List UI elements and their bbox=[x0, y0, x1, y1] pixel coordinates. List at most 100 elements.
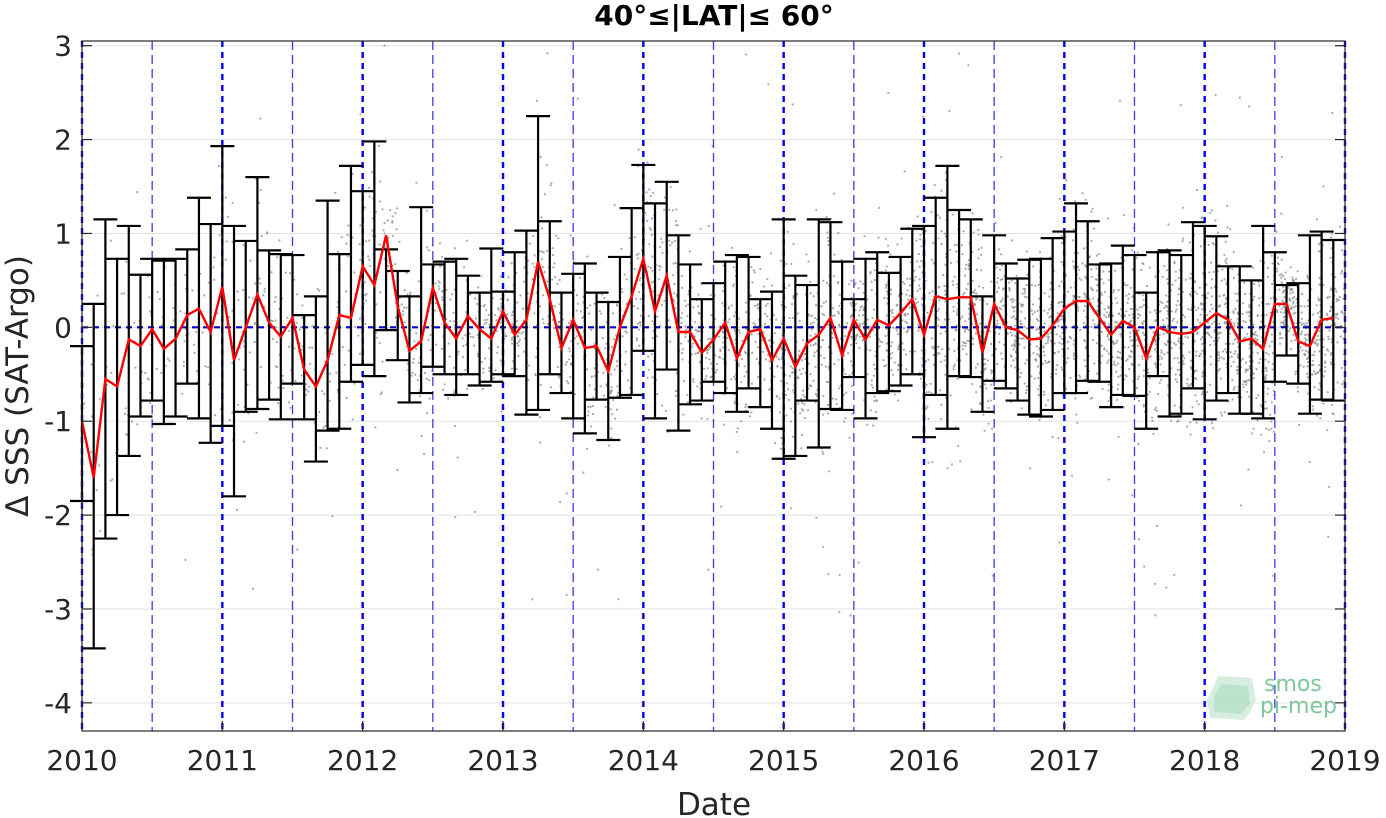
scatter-point bbox=[745, 311, 748, 314]
scatter-point bbox=[1145, 285, 1149, 288]
scatter-point bbox=[99, 529, 102, 532]
scatter-point bbox=[637, 148, 640, 151]
scatter-point bbox=[1221, 350, 1225, 353]
scatter-point bbox=[149, 401, 152, 405]
scatter-point bbox=[1318, 250, 1321, 253]
scatter-point bbox=[331, 515, 334, 518]
scatter-point bbox=[1166, 282, 1169, 285]
scatter-point bbox=[1000, 156, 1003, 159]
scatter-point bbox=[144, 371, 147, 375]
scatter-point bbox=[786, 230, 789, 233]
scatter-point bbox=[661, 241, 664, 244]
scatter-point bbox=[996, 290, 999, 293]
scatter-point bbox=[527, 292, 530, 295]
scatter-point bbox=[721, 290, 725, 293]
scatter-point bbox=[812, 295, 815, 298]
scatter-point bbox=[1337, 317, 1340, 320]
scatter-point bbox=[646, 376, 649, 379]
scatter-point bbox=[971, 250, 974, 253]
scatter-point bbox=[551, 247, 554, 250]
scatter-point bbox=[887, 244, 890, 247]
scatter-point bbox=[1246, 368, 1250, 371]
scatter-point bbox=[184, 273, 187, 276]
scatter-point bbox=[780, 356, 783, 359]
scatter-point bbox=[956, 377, 959, 380]
scatter-point bbox=[1217, 270, 1220, 273]
scatter-point bbox=[671, 241, 674, 244]
scatter-point bbox=[656, 315, 659, 318]
scatter-point bbox=[1330, 361, 1333, 364]
scatter-point bbox=[238, 358, 241, 361]
scatter-point bbox=[750, 382, 754, 385]
scatter-point bbox=[819, 354, 822, 357]
scatter-point bbox=[940, 403, 943, 406]
scatter-point bbox=[1135, 256, 1138, 259]
scatter-point bbox=[913, 269, 916, 272]
scatter-point bbox=[1176, 299, 1179, 303]
scatter-point bbox=[379, 392, 382, 396]
scatter-point bbox=[826, 236, 830, 239]
scatter-point bbox=[1131, 339, 1134, 342]
scatter-point bbox=[1000, 264, 1004, 267]
scatter-point bbox=[242, 340, 245, 343]
scatter-point bbox=[300, 348, 304, 351]
scatter-point bbox=[780, 366, 783, 369]
scatter-point bbox=[1043, 393, 1046, 396]
scatter-point bbox=[1200, 308, 1204, 311]
scatter-point bbox=[443, 383, 446, 386]
scatter-point bbox=[1011, 297, 1014, 300]
scatter-point bbox=[449, 319, 452, 323]
scatter-point bbox=[400, 303, 403, 306]
scatter-point bbox=[1014, 281, 1017, 285]
scatter-point bbox=[745, 370, 748, 374]
scatter-point bbox=[1015, 274, 1018, 277]
scatter-point bbox=[1233, 338, 1236, 341]
scatter-point bbox=[964, 320, 967, 323]
scatter-point bbox=[98, 397, 102, 400]
scatter-point bbox=[1070, 474, 1073, 477]
scatter-point bbox=[931, 461, 934, 464]
scatter-point bbox=[586, 414, 590, 417]
scatter-point bbox=[904, 312, 907, 315]
scatter-point bbox=[613, 338, 616, 341]
scatter-point bbox=[973, 302, 976, 306]
scatter-point bbox=[539, 305, 542, 308]
scatter-point bbox=[809, 292, 812, 295]
error-bar bbox=[1005, 277, 1030, 402]
scatter-point bbox=[707, 568, 710, 571]
scatter-point bbox=[125, 260, 128, 263]
error-bar bbox=[315, 199, 340, 432]
scatter-point bbox=[905, 293, 908, 296]
scatter-point bbox=[756, 307, 760, 310]
scatter-point bbox=[414, 373, 417, 376]
reference-lines bbox=[80, 41, 1347, 731]
scatter-point bbox=[976, 363, 979, 366]
scatter-point bbox=[403, 289, 406, 292]
scatter-point bbox=[1335, 300, 1338, 303]
scatter-point bbox=[1334, 288, 1337, 291]
scatter-point bbox=[1304, 324, 1307, 327]
scatter-point bbox=[1244, 368, 1247, 371]
scatter-point bbox=[916, 301, 919, 304]
scatter-point bbox=[543, 271, 546, 274]
scatter-point bbox=[1182, 354, 1185, 357]
scatter-point bbox=[1013, 305, 1016, 309]
scatter-point bbox=[623, 273, 626, 276]
scatter-point bbox=[1020, 407, 1023, 410]
scatter-point bbox=[468, 332, 471, 335]
scatter-point bbox=[358, 243, 361, 246]
scatter-point bbox=[1217, 336, 1221, 339]
scatter-point bbox=[1279, 333, 1282, 336]
scatter-point bbox=[259, 188, 262, 192]
scatter-point bbox=[1278, 304, 1281, 307]
scatter-point bbox=[737, 317, 740, 320]
scatter-point bbox=[1119, 351, 1122, 354]
scatter-point bbox=[1119, 99, 1122, 102]
scatter-point bbox=[736, 427, 739, 430]
scatter-point bbox=[952, 368, 955, 371]
scatter-point bbox=[305, 388, 308, 391]
scatter-point bbox=[756, 346, 760, 349]
scatter-point bbox=[1314, 342, 1317, 345]
scatter-point bbox=[1337, 298, 1340, 302]
scatter-point bbox=[1242, 320, 1245, 323]
